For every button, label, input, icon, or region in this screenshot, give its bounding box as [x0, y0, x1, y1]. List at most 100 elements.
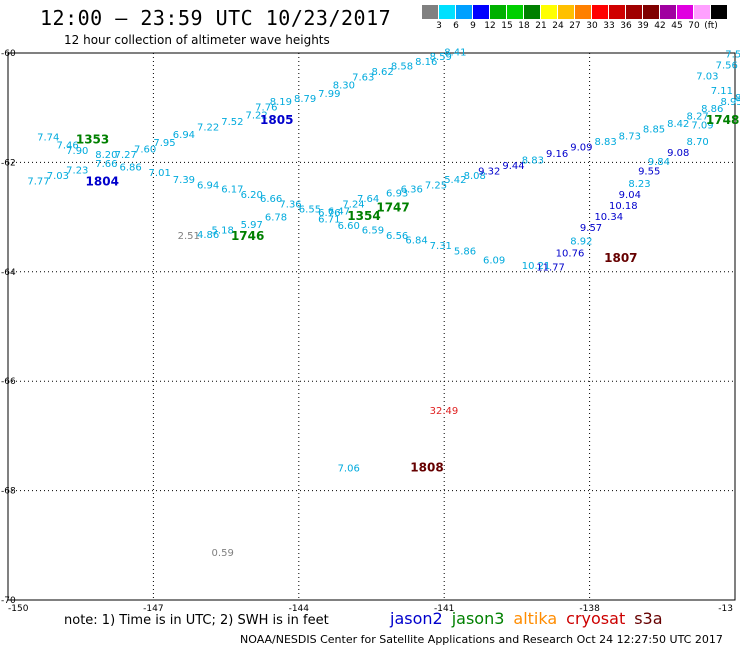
legend-label: 39: [637, 21, 649, 31]
wave-height-reading: 6.94: [173, 130, 195, 141]
x-tick-label: -150: [8, 604, 29, 614]
wave-height-reading: 6.76: [318, 208, 340, 219]
legend-label: 45: [671, 21, 683, 31]
y-tick-label: -70: [1, 596, 16, 606]
legend-swatch: [541, 5, 558, 19]
satellite-cryosat: cryosat: [566, 609, 626, 628]
wave-height-reading: 7.27: [115, 150, 137, 161]
wave-height-reading: 9.32: [478, 166, 500, 177]
wave-height-reading: 7.03: [696, 71, 718, 82]
wave-height-reading: 7.46: [56, 141, 78, 152]
legend-swatch: [609, 5, 626, 19]
wave-height-reading: 9.16: [546, 149, 568, 160]
wave-height-reading: 8.92: [570, 236, 592, 247]
footnote: note: 1) Time is in UTC; 2) SWH is in fe…: [64, 613, 329, 628]
legend-label: 12: [484, 21, 496, 31]
legend-label: (ft): [704, 21, 718, 31]
satellite-jason2: jason2: [390, 609, 443, 628]
wave-height-reading: 8.16: [415, 57, 437, 68]
pass-time-label: 1805: [260, 113, 293, 127]
wave-height-reading: 8.83: [594, 137, 616, 148]
pass-time-label: 1746: [231, 229, 264, 243]
wave-height-reading: 7.52: [221, 117, 243, 128]
wave-height-reading: 2.51: [178, 231, 200, 242]
legend-swatch: [456, 5, 473, 19]
legend-label: 33: [603, 21, 615, 31]
legend-swatch: [643, 5, 660, 19]
wave-height-reading: 5.42: [444, 175, 466, 186]
pass-time-label: 1747: [376, 201, 409, 215]
wave-height-reading: 7.66: [95, 159, 117, 170]
wave-height-reading: 7.09: [691, 120, 713, 131]
wave-height-reading: 8.79: [294, 94, 316, 105]
legend-label: 27: [569, 21, 581, 31]
legend-label: 9: [470, 21, 476, 31]
legend-swatch: [507, 5, 524, 19]
wave-height-reading: 9.57: [580, 223, 602, 234]
wave-height-reading: 8.27: [687, 112, 709, 123]
legend-swatch: [626, 5, 643, 19]
x-tick-label: -147: [143, 604, 163, 614]
legend-label: 18: [518, 21, 530, 31]
wave-height-reading: 7.24: [342, 199, 364, 210]
wave-height-reading: 10.76: [556, 248, 585, 259]
wave-height-reading: 0.59: [212, 548, 234, 559]
wave-height-reading: 7.58: [725, 49, 740, 60]
wave-height-reading: 8.08: [464, 171, 486, 182]
wave-height-reading: 6.59: [362, 226, 384, 237]
color-legend: 3 6 9 12 15 18 21 24 27 30 33 36 39 42 45 70 (ft): [422, 5, 740, 33]
x-tick-label: -13: [718, 604, 733, 614]
wave-height-reading: 8.42: [667, 119, 689, 130]
wave-height-reading: 7.60: [134, 145, 156, 156]
legend-labels: 3 6 9 12 15 18 21 24 27 30 33 36 39 42 45 70 (ft): [422, 19, 740, 33]
wave-height-reading: 6.94: [197, 181, 219, 192]
wave-height-reading: 5.86: [454, 246, 476, 257]
wave-height-reading: 7.39: [173, 175, 195, 186]
wave-height-reading: 7.23: [66, 165, 88, 176]
wave-height-reading: 9.04: [619, 190, 641, 201]
legend-swatch: [660, 5, 677, 19]
wave-height-reading: 9.08: [667, 148, 689, 159]
wave-height-reading: 6.55: [299, 205, 321, 216]
wave-height-reading: 8.59: [430, 52, 452, 63]
legend-swatch: [558, 5, 575, 19]
wave-height-reading: 8.58: [391, 61, 413, 72]
map-subtitle: 12 hour collection of altimeter wave hei…: [64, 33, 330, 47]
wave-height-reading: 8.70: [687, 137, 709, 148]
wave-height-reading: 8.95: [720, 97, 740, 108]
wave-height-reading: 7.25: [425, 181, 447, 192]
map-frame: [7, 52, 736, 601]
wave-height-reading: 10.34: [594, 212, 623, 223]
wave-height-reading: 6.56: [386, 231, 408, 242]
y-tick-label: -68: [1, 487, 16, 497]
wave-height-reading: 8.39: [735, 93, 740, 104]
wave-height-reading: 9.09: [570, 142, 592, 153]
wave-height-reading: 7.77: [27, 176, 49, 187]
wave-height-reading: 6.17: [221, 184, 243, 195]
wave-height-reading: 6.78: [265, 212, 287, 223]
wave-height-reading: 6.71: [318, 215, 340, 226]
wave-height-reading: 8.83: [522, 155, 544, 166]
wave-height-reading: 7.99: [318, 89, 340, 100]
wave-height-reading: 9.84: [648, 157, 670, 168]
wave-height-reading: 6.09: [483, 256, 505, 267]
y-tick-label: -66: [1, 377, 16, 387]
map-title: 12:00 – 23:59 UTC 10/23/2017: [40, 6, 392, 30]
satellite-s3a: s3a: [634, 609, 663, 628]
legend-label: 24: [552, 21, 564, 31]
wave-height-reading: 6.47: [328, 206, 350, 217]
wave-height-reading: 8.73: [619, 131, 641, 142]
wave-height-reading: 10.21: [522, 261, 551, 272]
x-tick-label: -141: [434, 604, 454, 614]
y-tick-label: -64: [1, 268, 16, 278]
wave-height-reading: 8.86: [701, 104, 723, 115]
wave-height-reading: 10.18: [609, 201, 638, 212]
wave-height-reading: 8.62: [372, 67, 394, 78]
wave-height-reading: 7.76: [255, 102, 277, 113]
wave-height-reading: 7.63: [352, 72, 374, 83]
wave-height-reading: 7.36: [279, 199, 301, 210]
legend-swatch: [422, 5, 439, 19]
wave-height-reading: 5.18: [212, 226, 234, 237]
wave-height-reading: 7.31: [430, 241, 452, 252]
